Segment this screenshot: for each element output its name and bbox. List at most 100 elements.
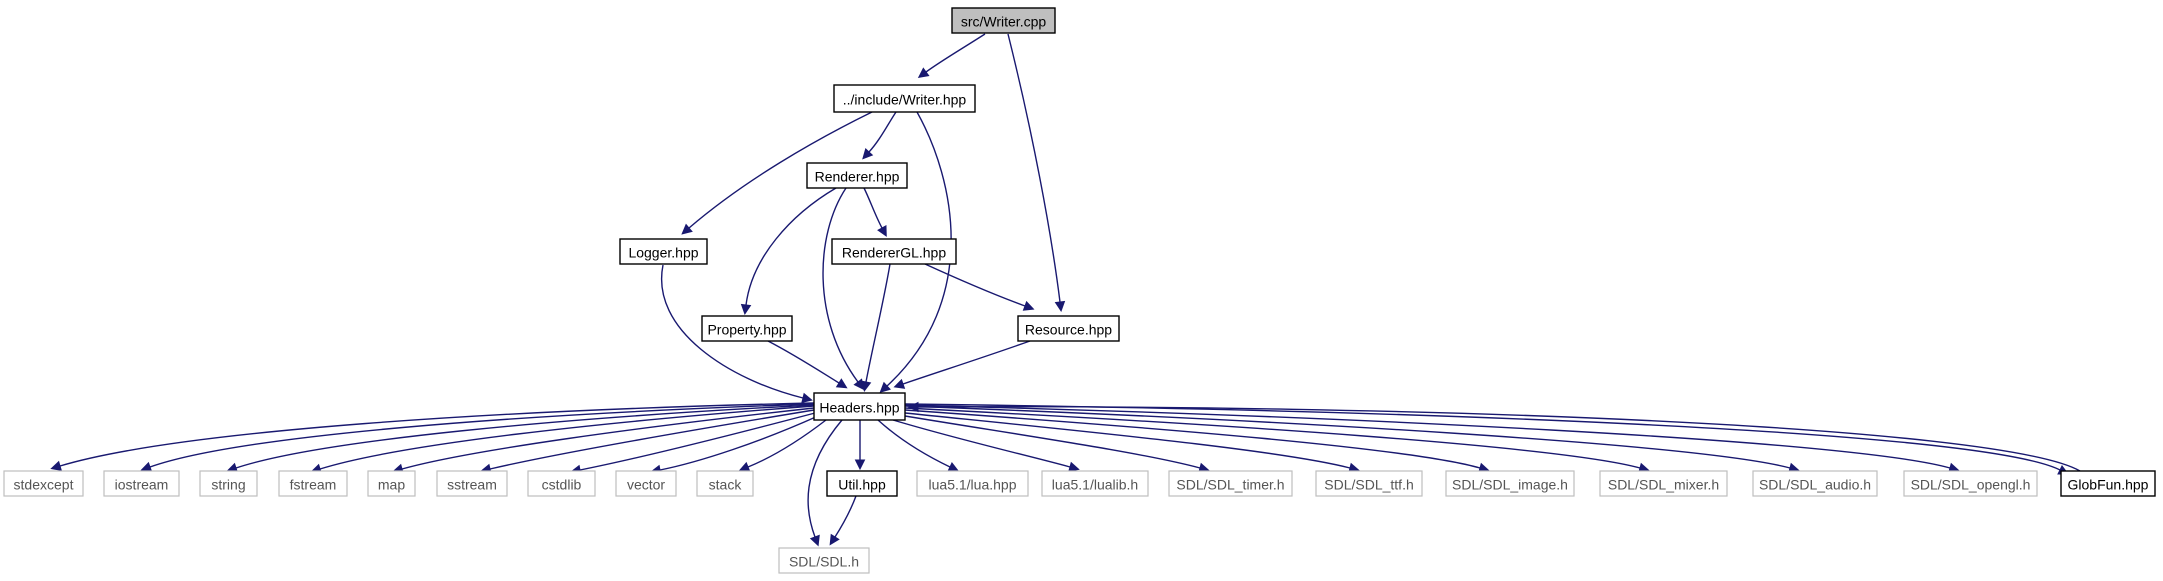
node-box — [1168, 470, 1293, 497]
arrowhead — [1068, 461, 1080, 472]
node-box — [103, 470, 180, 497]
node-box — [1903, 470, 2038, 497]
arrowhead — [907, 401, 919, 413]
node-label: RendererGL.hpp — [842, 245, 947, 261]
node-box — [1017, 315, 1120, 342]
node-stack: stack — [696, 470, 754, 497]
node-lualib-h: lua5.1/lualib.h — [1041, 470, 1149, 497]
node-vector: vector — [615, 470, 677, 497]
node-sdl-image: SDL/SDL_image.h — [1445, 470, 1575, 497]
arrowhead — [681, 223, 693, 235]
node-label: lua5.1/lualib.h — [1052, 477, 1138, 493]
node-box — [1599, 470, 1728, 497]
node-label: lua5.1/lua.hpp — [929, 477, 1017, 493]
node-box — [696, 470, 754, 497]
node-writer-cpp[interactable]: src/Writer.cpp — [951, 7, 1056, 34]
edge-writer_hpp-to-logger_hpp — [681, 111, 873, 235]
node-box — [367, 470, 416, 497]
edge-line — [401, 407, 815, 470]
arrowhead — [809, 534, 820, 547]
edge-line — [747, 419, 827, 468]
node-property-hpp[interactable]: Property.hpp — [701, 315, 793, 342]
node-label: iostream — [115, 477, 169, 493]
edge-property_hpp-to-headers_hpp — [767, 340, 848, 389]
edge-line — [904, 415, 1201, 469]
node-logger-hpp[interactable]: Logger.hpp — [619, 238, 708, 265]
node-box — [3, 470, 84, 497]
edge-line — [904, 407, 1641, 469]
edge-headers_hpp-to-sdl_audio — [904, 405, 1800, 474]
arrowhead — [740, 303, 752, 316]
node-fstream: fstream — [278, 470, 348, 497]
edge-line — [868, 111, 897, 153]
node-label: GlobFun.hpp — [2068, 477, 2149, 493]
node-label: Logger.hpp — [628, 245, 698, 261]
node-label: stdexcept — [14, 477, 74, 493]
node-label: vector — [627, 477, 665, 493]
node-writer-hpp[interactable]: ../include/Writer.hpp — [833, 84, 976, 113]
edge-headers_hpp-to-sdl_image — [904, 409, 1490, 473]
edge-line — [745, 187, 837, 306]
node-label: Renderer.hpp — [815, 169, 900, 185]
node-box — [199, 470, 258, 497]
edge-renderer_hpp-to-property_hpp — [740, 187, 837, 316]
node-globfun-hpp[interactable]: GlobFun.hpp — [2060, 470, 2156, 497]
node-label: Util.hpp — [838, 477, 886, 493]
node-box — [1752, 470, 1878, 497]
arrowhead — [801, 392, 813, 404]
node-label: sstream — [447, 477, 497, 493]
arrowhead — [854, 459, 866, 471]
node-box — [831, 238, 957, 265]
node-sdl-mixer: SDL/SDL_mixer.h — [1599, 470, 1728, 497]
node-box — [833, 84, 976, 113]
edge-line — [807, 419, 843, 538]
edges-layer — [50, 33, 2081, 547]
edge-globfun_hpp-to-headers_hpp — [907, 401, 2081, 472]
node-box — [1041, 470, 1149, 497]
arrowhead — [917, 67, 930, 78]
node-string: string — [199, 470, 258, 497]
edge-line — [877, 419, 951, 468]
node-renderergl-hpp[interactable]: RendererGL.hpp — [831, 238, 957, 265]
edge-line — [863, 187, 883, 229]
edge-headers_hpp-to-stdexcept — [50, 402, 815, 471]
node-headers-hpp[interactable]: Headers.hpp — [813, 392, 906, 421]
node-sdl-timer: SDL/SDL_timer.h — [1168, 470, 1293, 497]
edge-line — [688, 111, 873, 229]
node-label: SDL/SDL_timer.h — [1176, 477, 1284, 493]
node-label: SDL/SDL_image.h — [1452, 477, 1568, 493]
node-renderer-hpp[interactable]: Renderer.hpp — [806, 162, 908, 189]
node-map: map — [367, 470, 416, 497]
node-lua-hpp: lua5.1/lua.hpp — [916, 470, 1029, 497]
node-box — [527, 470, 596, 497]
node-label: cstdlib — [542, 477, 582, 493]
edge-line — [59, 402, 815, 467]
edge-headers_hpp-to-iostream — [140, 403, 815, 472]
edge-headers_hpp-to-vector — [650, 415, 819, 476]
arrowhead — [829, 533, 840, 546]
node-label: map — [378, 477, 405, 493]
node-label: SDL/SDL.h — [789, 554, 859, 570]
arrowhead — [835, 378, 848, 389]
node-box — [826, 470, 898, 497]
edge-util_hpp-to-sdl_h — [829, 495, 857, 546]
edge-line — [865, 263, 891, 383]
node-resource-hpp[interactable]: Resource.hpp — [1017, 315, 1120, 342]
node-sstream: sstream — [436, 470, 508, 497]
edge-headers_hpp-to-lualib_h — [892, 419, 1080, 472]
node-util-hpp[interactable]: Util.hpp — [826, 470, 898, 497]
edge-headers_hpp-to-sdl_h — [807, 419, 843, 547]
node-box — [951, 7, 1056, 34]
node-label: ../include/Writer.hpp — [843, 92, 967, 108]
node-label: SDL/SDL_mixer.h — [1608, 477, 1719, 493]
edge-line — [902, 340, 1031, 385]
edge-renderergl_hpp-to-resource_hpp — [924, 263, 1035, 311]
node-cstdlib: cstdlib — [527, 470, 596, 497]
edge-line — [925, 33, 986, 73]
edge-line — [834, 495, 857, 538]
node-box — [916, 470, 1029, 497]
node-box — [1315, 470, 1423, 497]
node-label: Property.hpp — [707, 322, 786, 338]
edge-renderer_hpp-to-renderergl_hpp — [863, 187, 887, 237]
